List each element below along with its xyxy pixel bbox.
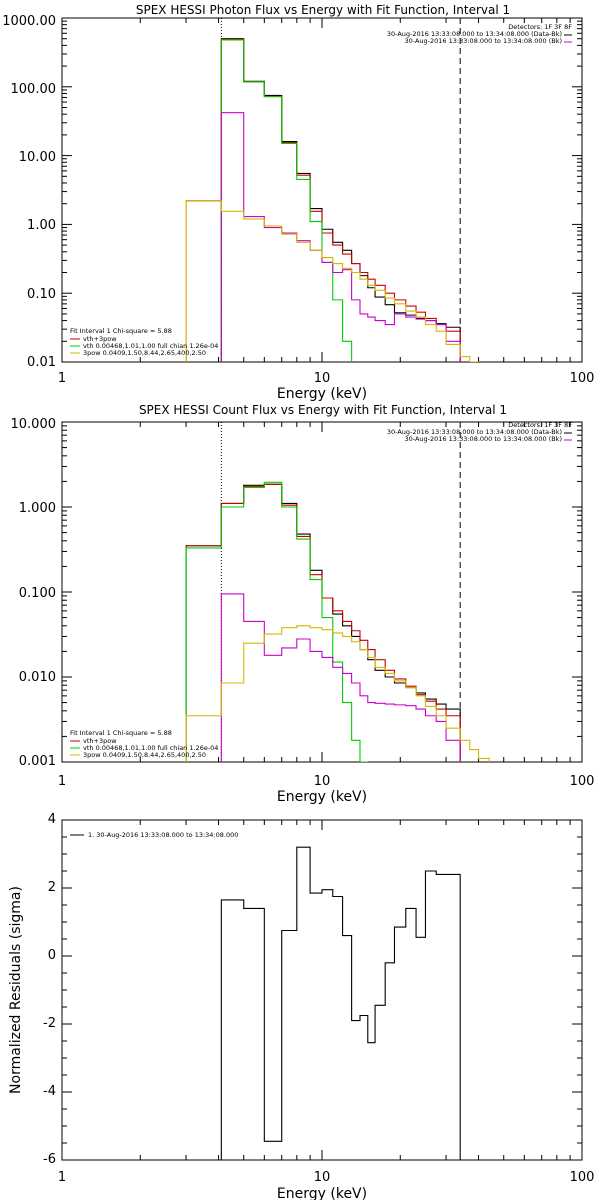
residuals-y-tick-0: 0 (48, 948, 56, 963)
count-legend-title: Fit Interval 1 Chi-square = 5.88 (70, 729, 172, 737)
residuals-y-tick-4: 4 (48, 812, 56, 827)
count-x-tick-1: 1 (58, 774, 66, 789)
photon-y-tick-0.10: 0.10 (27, 287, 56, 302)
photon-y-tick-10.00: 10.00 (19, 150, 56, 165)
residuals-y-tick-2: 2 (48, 880, 56, 895)
residuals-x-axis-label: Energy (keV) (277, 1186, 367, 1200)
count-chart-title: SPEX HESSI Count Flux vs Energy with Fit… (139, 403, 507, 417)
count-y-tick-0.001: 0.001 (19, 754, 56, 769)
photon-legend-title: Fit Interval 1 Chi-square = 5.88 (70, 327, 172, 335)
photon-x-tick-1: 1 (58, 371, 66, 386)
photon-x-axis-label: Energy (keV) (277, 386, 367, 402)
photon-legend-label-3: 3pow 0.0409,1.50,8.44,2.65,400,2.50 (83, 349, 206, 357)
residuals-y-axis-label: Normalized Residuals (sigma) (8, 886, 24, 1094)
photon-y-tick-100.00: 100.00 (11, 82, 57, 97)
count-x-tick-100: 100 (570, 774, 595, 789)
residuals-y-tick-minus6: -6 (43, 1152, 56, 1167)
chart-canvas: SPEX HESSI Photon Flux vs Energy with Fi… (0, 0, 600, 1200)
count-y-tick-1.000: 1.000 (19, 501, 56, 516)
residuals-x-tick-1: 1 (58, 1170, 66, 1185)
photon-x-tick-10: 10 (314, 371, 331, 386)
count-x-tick-10: 10 (314, 774, 331, 789)
spex-figure: SPEX HESSI Photon Flux vs Energy with Fi… (0, 0, 600, 1200)
residuals-legend: 1. 30-Aug-2016 13:33:08.000 to 13:34:08.… (70, 831, 238, 839)
photon-x-tick-100: 100 (570, 371, 595, 386)
residuals-x-tick-100: 100 (570, 1170, 595, 1185)
residuals-legend-label: 1. 30-Aug-2016 13:33:08.000 to 13:34:08.… (88, 831, 238, 839)
count-x-axis-label: Energy (keV) (277, 789, 367, 805)
photon-header-line-3: 30-Aug-2016 13:33:08.000 to 13:34:08.000… (405, 37, 562, 45)
count-y-tick-0.100: 0.100 (19, 586, 56, 601)
count-header-line-3: 30-Aug-2016 13:33:08.000 to 13:34:08.000… (405, 435, 562, 443)
count-y-tick-0.010: 0.010 (19, 670, 56, 685)
photon-y-tick-0.01: 0.01 (27, 355, 56, 370)
count-legend-label-3: 3pow 0.0409,1.50,8.44,2.65,400,2.50 (83, 751, 206, 759)
residuals-x-tick-10: 10 (314, 1170, 331, 1185)
photon-y-tick-1.00: 1.00 (27, 218, 56, 233)
residuals-y-tick-minus2: -2 (43, 1016, 56, 1031)
count-y-tick-10.000: 10.000 (11, 417, 57, 432)
residuals-y-tick-minus4: -4 (43, 1084, 56, 1099)
photon-chart-title: SPEX HESSI Photon Flux vs Energy with Fi… (136, 3, 510, 17)
photon-y-tick-1000.00: 1000.00 (2, 14, 56, 29)
